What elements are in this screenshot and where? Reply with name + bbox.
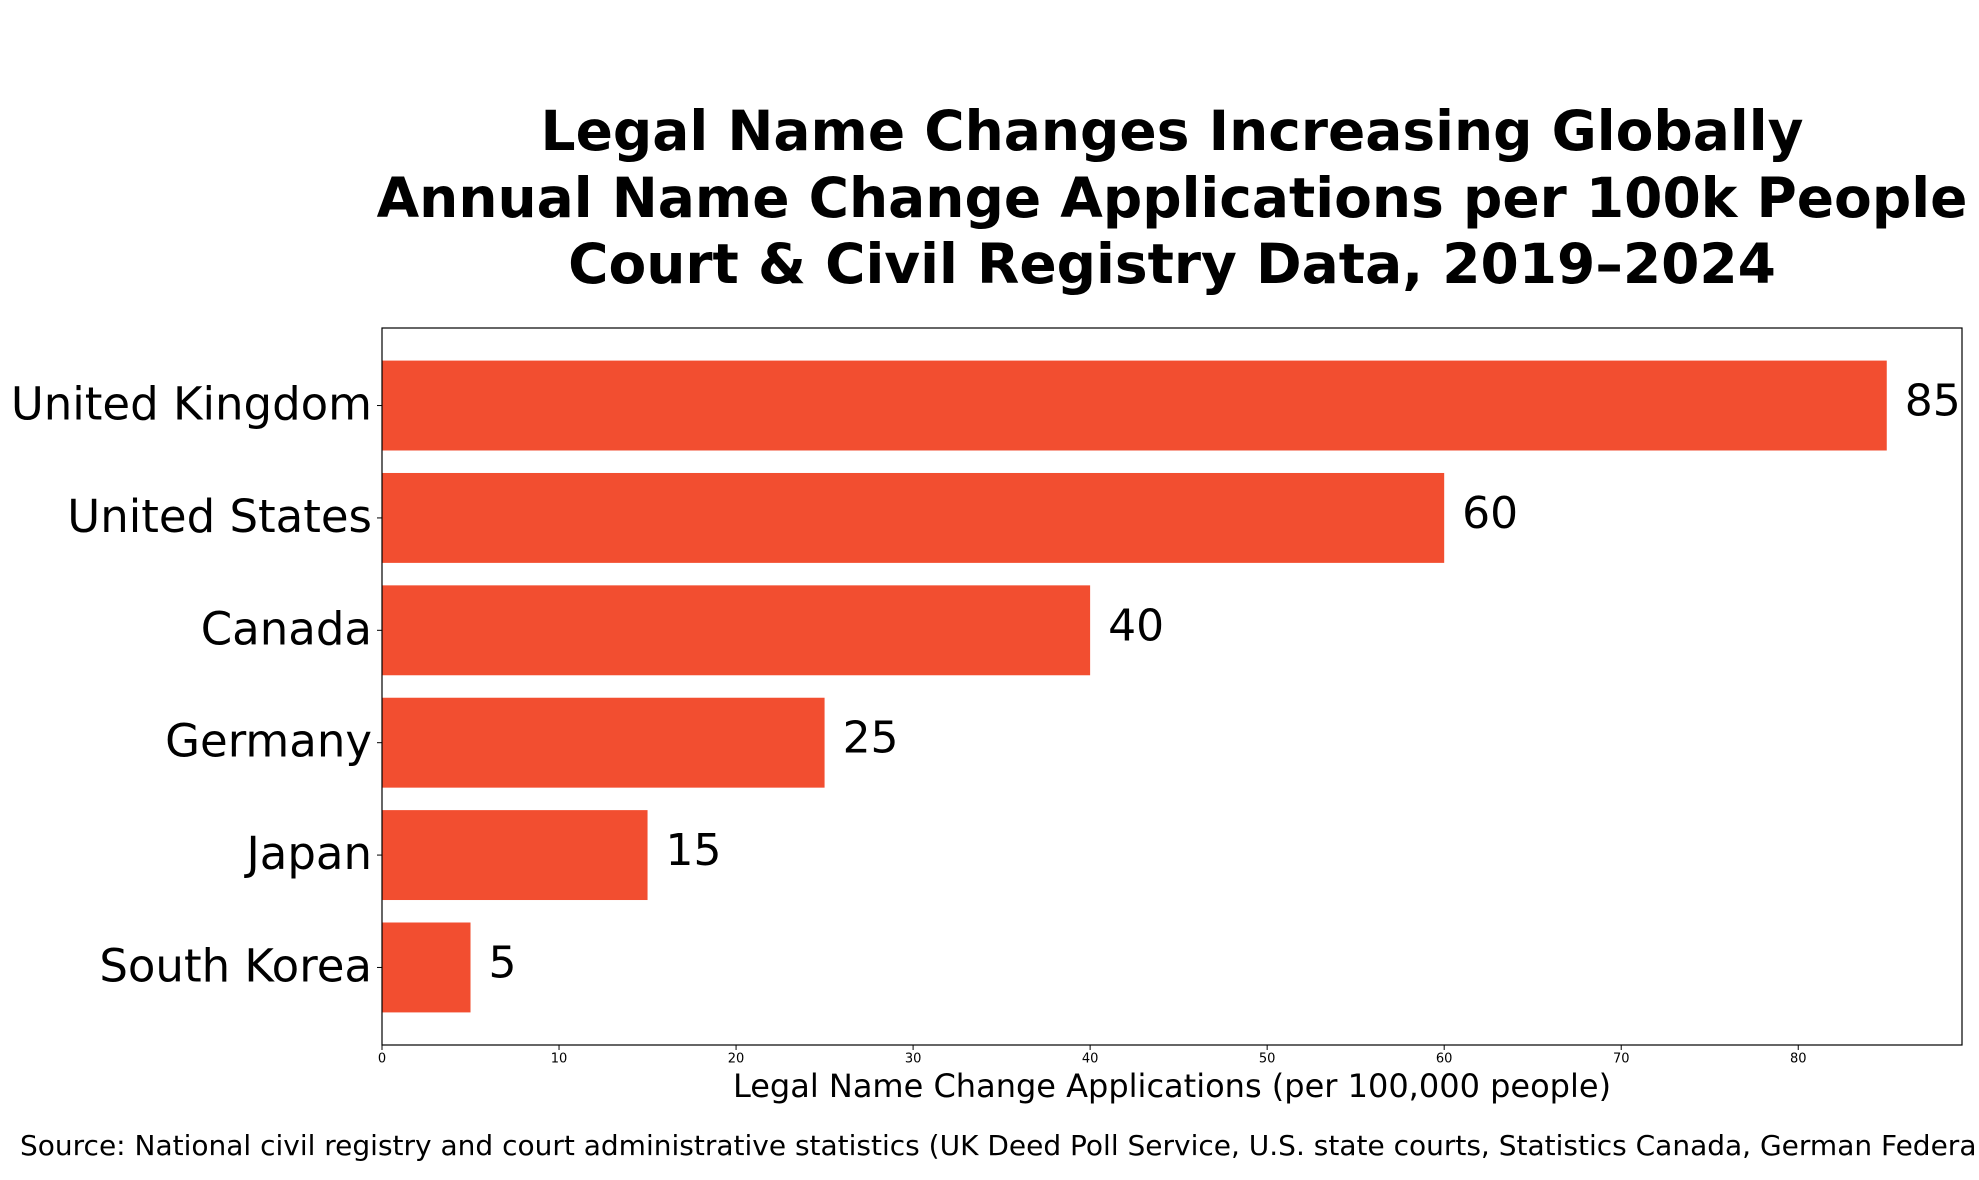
value-label: 25: [843, 713, 899, 764]
x-tick-label: 70: [1613, 1052, 1630, 1067]
y-tick-label: South Korea: [99, 939, 372, 992]
value-label: 85: [1905, 376, 1961, 427]
y-tick-label: Germany: [165, 715, 372, 768]
chart-title: Annual Name Change Applications per 100k…: [377, 166, 1968, 230]
x-tick-label: 30: [905, 1052, 922, 1067]
y-tick-label: Japan: [243, 827, 372, 880]
bar: [382, 472, 1445, 563]
plot-frame: [381, 327, 1963, 1046]
x-tick-label: 50: [1259, 1052, 1276, 1067]
bar: [382, 922, 471, 1013]
value-label: 5: [489, 937, 517, 988]
bar: [382, 697, 825, 788]
y-tick-label: Canada: [201, 602, 372, 655]
value-label: 15: [666, 825, 722, 876]
chart-title: Court & Civil Registry Data, 2019–2024: [568, 232, 1776, 296]
bar: [382, 585, 1091, 676]
source-note: Source: National civil registry and cour…: [20, 1129, 1979, 1162]
x-tick-label: 40: [1082, 1052, 1099, 1067]
bar: [382, 810, 648, 901]
chart-title: Legal Name Changes Increasing Globally: [541, 99, 1804, 163]
y-tick-label: United States: [67, 490, 372, 543]
x-tick-label: 60: [1436, 1052, 1453, 1067]
x-tick-label: 0: [378, 1052, 386, 1067]
value-label: 40: [1108, 600, 1164, 651]
y-tick-label: United Kingdom: [11, 378, 372, 431]
x-tick-label: 10: [551, 1052, 568, 1067]
x-tick-label: 80: [1790, 1052, 1807, 1067]
x-tick-label: 20: [728, 1052, 745, 1067]
x-axis-label: Legal Name Change Applications (per 100,…: [733, 1067, 1611, 1105]
bar: [382, 360, 1887, 451]
value-label: 60: [1462, 488, 1518, 539]
